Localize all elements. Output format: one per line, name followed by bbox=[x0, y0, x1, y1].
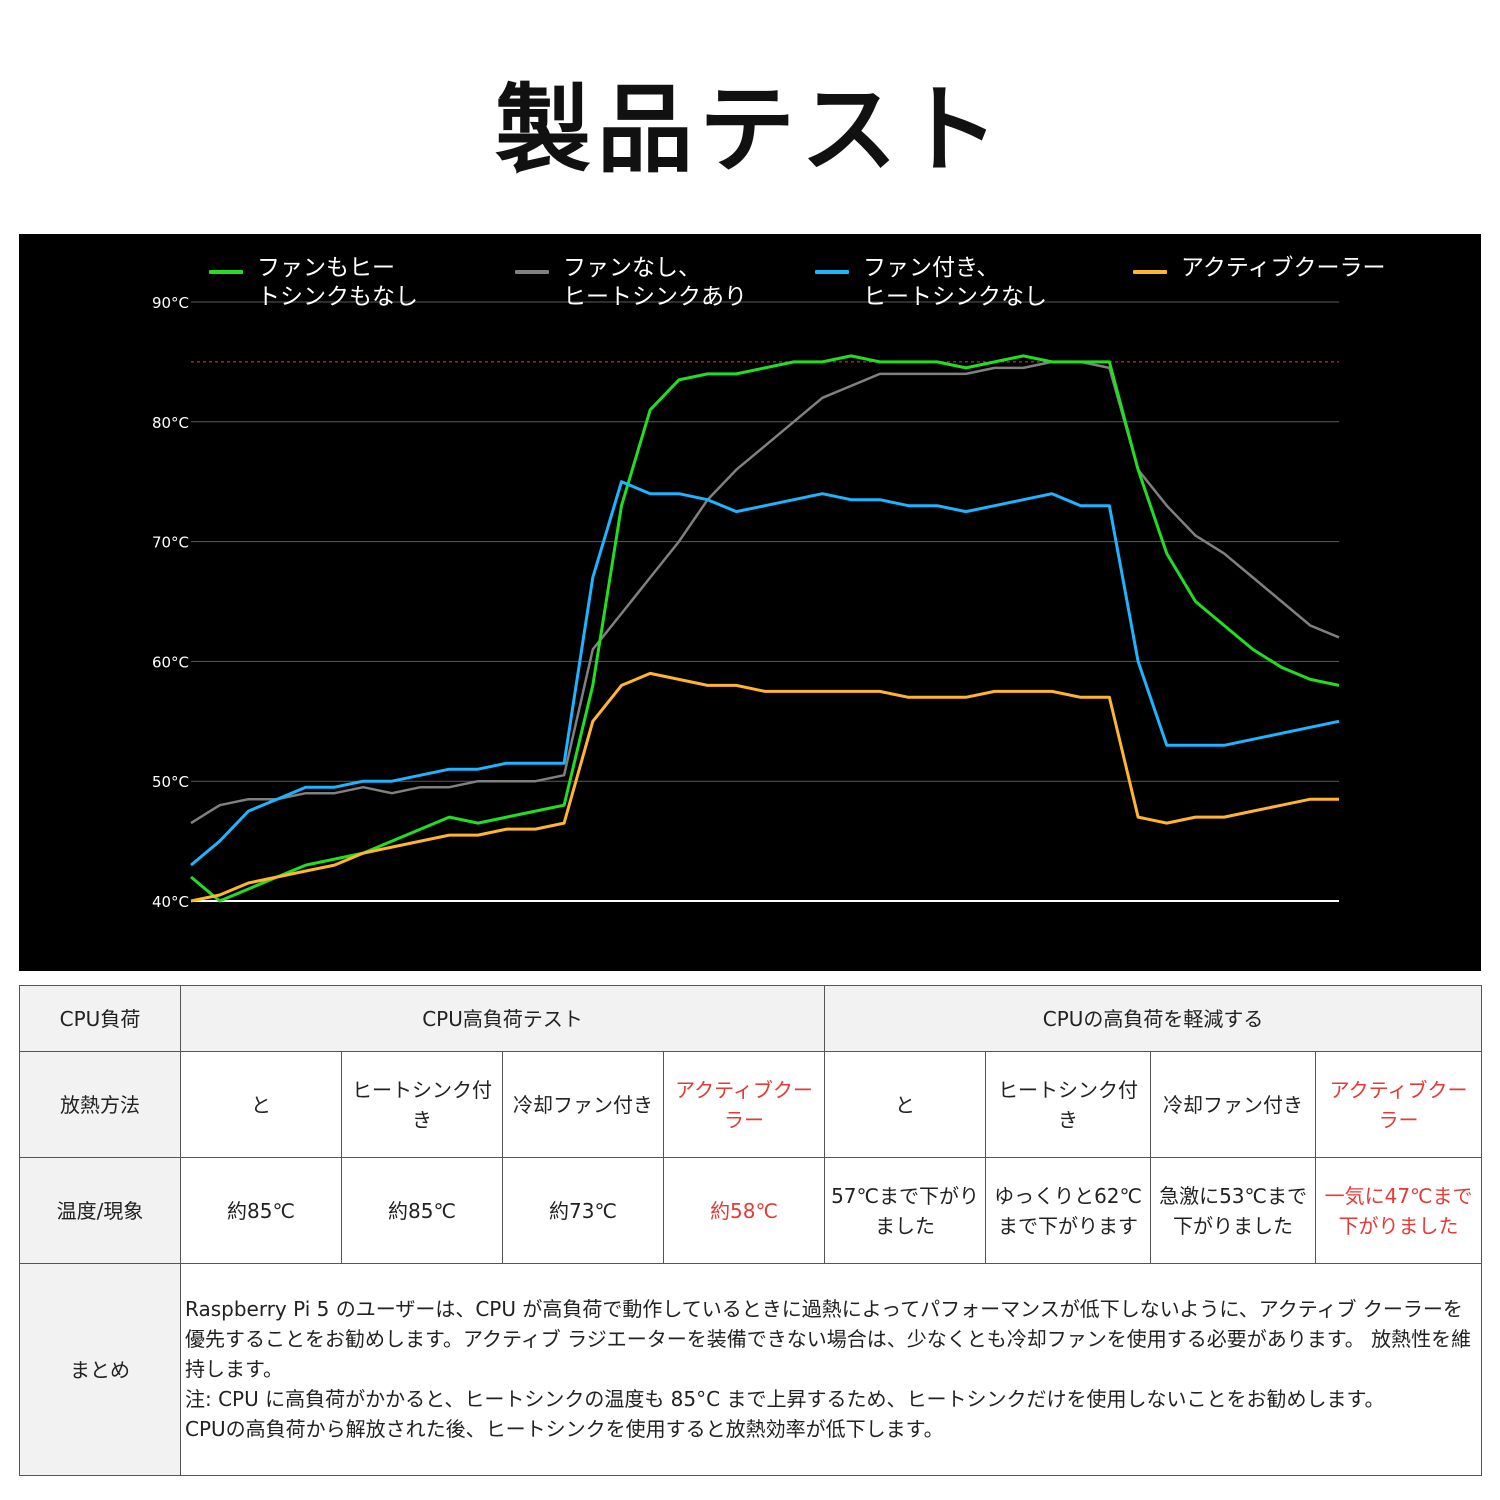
row-header-cooling-method: 放熱方法 bbox=[19, 1051, 181, 1158]
table-cell: ゆっくりと62℃まで下がります bbox=[985, 1157, 1152, 1264]
series-line-active-cooler bbox=[190, 671, 1339, 903]
table-row-cpu-load: CPU負荷 CPU高負荷テスト CPUの高負荷を軽減する bbox=[19, 985, 1483, 1052]
table-cell: 急激に53℃まで下がりました bbox=[1150, 1157, 1317, 1264]
legend-swatch-blue bbox=[815, 270, 849, 274]
legend-label: アクティブクーラー bbox=[1181, 255, 1386, 281]
group-header-high-load-test: CPU高負荷テスト bbox=[179, 985, 826, 1052]
summary-caution: 注: CPU に高負荷がかかると、ヒートシンクの温度も 85°C まで上昇するた… bbox=[185, 1387, 1385, 1411]
y-tick-label: 80°C bbox=[152, 414, 189, 432]
legend-item-fan-only: ファン付き、 ヒートシンクなし bbox=[815, 254, 1047, 312]
table-row-summary: まとめ Raspberry Pi 5 のユーザーは、CPU が高負荷で動作してい… bbox=[19, 1263, 1483, 1476]
legend-swatch-orange bbox=[1133, 270, 1167, 274]
legend-label: ファンなし、 ヒートシンクあり bbox=[563, 255, 747, 310]
row-header-temperature: 温度/現象 bbox=[19, 1157, 181, 1264]
table-cell: ヒートシンク付き bbox=[985, 1051, 1152, 1158]
legend-item-active-cooler: アクティブクーラー bbox=[1133, 254, 1385, 283]
table-cell: 約85℃ bbox=[341, 1157, 503, 1264]
table-row-temperature: 温度/現象 約85℃ 約85℃ 約73℃ 約58℃ 57℃まで下がりました ゆっ… bbox=[19, 1157, 1483, 1264]
summary-table: CPU負荷 CPU高負荷テスト CPUの高負荷を軽減する 放熱方法 と ヒートシ… bbox=[19, 985, 1483, 1476]
legend-swatch-green bbox=[209, 270, 243, 274]
summary-note: Raspberry Pi 5 のユーザーは、CPU が高負荷で動作しているときに… bbox=[179, 1263, 1483, 1476]
table-cell: と bbox=[180, 1051, 342, 1158]
y-tick-label: 60°C bbox=[152, 653, 189, 671]
table-cell: 冷却ファン付き bbox=[502, 1051, 664, 1158]
table-cell: ヒートシンク付き bbox=[341, 1051, 503, 1158]
legend-item-no-fan-no-heatsink: ファンもヒー トシンクもなし bbox=[209, 254, 418, 312]
chart-panel: 40°C 50°C 60°C 70°C 80°C 90°C ファンもヒー トシンクもなし … bbox=[19, 234, 1481, 971]
table-cell-highlight: 約58℃ bbox=[662, 1157, 826, 1264]
summary-text: Raspberry Pi 5 のユーザーは、CPU が高負荷で動作しているときに… bbox=[185, 1297, 1472, 1381]
group-header-load-reduction: CPUの高負荷を軽減する bbox=[824, 985, 1483, 1052]
legend-item-heatsink-only: ファンなし、 ヒートシンクあり bbox=[515, 254, 747, 312]
series-line-heatsink-only bbox=[190, 360, 1340, 825]
table-cell: 約85℃ bbox=[180, 1157, 342, 1264]
table-cell: 冷却ファン付き bbox=[1150, 1051, 1317, 1158]
row-header-summary: まとめ bbox=[19, 1263, 181, 1476]
legend-label: ファンもヒー トシンクもなし bbox=[257, 255, 418, 310]
page-title: 製品テスト bbox=[495, 74, 1005, 186]
line-chart: 40°C 50°C 60°C 70°C 80°C 90°C bbox=[152, 294, 1340, 911]
table-cell-highlight: 一気に47℃まで下がりました bbox=[1315, 1157, 1483, 1264]
legend-swatch-gray bbox=[515, 270, 549, 274]
table-row-cooling-method: 放熱方法 と ヒートシンク付き 冷却ファン付き アクティブクーラー と ヒートシ… bbox=[19, 1051, 1483, 1158]
table-cell: 57℃まで下がりました bbox=[824, 1157, 987, 1264]
y-tick-label: 70°C bbox=[152, 534, 189, 552]
summary-detail: CPUの高負荷から解放された後、ヒートシンクを使用すると放熱効率が低下します。 bbox=[185, 1417, 944, 1441]
row-header-cpu-load: CPU負荷 bbox=[19, 985, 181, 1052]
table-cell-highlight: アクティブクーラー bbox=[662, 1051, 826, 1158]
legend-label: ファン付き、 ヒートシンクなし bbox=[863, 255, 1047, 310]
y-tick-label: 40°C bbox=[152, 893, 189, 911]
y-tick-label: 50°C bbox=[152, 773, 189, 791]
table-cell-highlight: アクティブクーラー bbox=[1315, 1051, 1483, 1158]
series-line-no-fan-no-heatsink bbox=[190, 354, 1340, 903]
series-line-fan-only bbox=[190, 480, 1340, 867]
y-tick-label: 90°C bbox=[152, 294, 189, 312]
table-cell: と bbox=[824, 1051, 987, 1158]
table-cell: 約73℃ bbox=[502, 1157, 664, 1264]
